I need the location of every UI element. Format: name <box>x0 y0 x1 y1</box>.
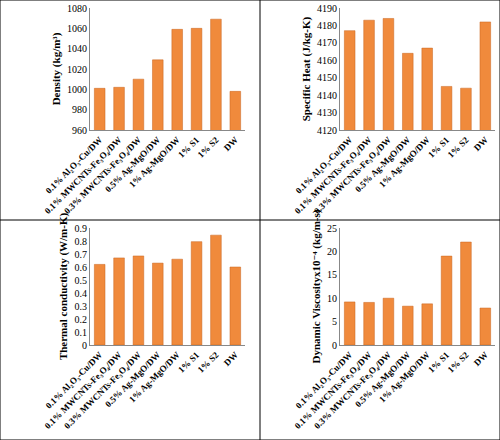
svg-text:0.5% Ag-MgO/DW: 0.5% Ag-MgO/DW <box>353 135 412 194</box>
svg-text:0.3% MWCNTs-Fe₃O₄/DW: 0.3% MWCNTs-Fe₃O₄/DW <box>62 350 143 431</box>
svg-text:0.3% MWCNTs-Fe₃O₄/DW: 0.3% MWCNTs-Fe₃O₄/DW <box>312 135 393 216</box>
svg-text:980: 980 <box>72 104 87 115</box>
svg-text:0: 0 <box>82 340 87 351</box>
svg-text:0.1% MWCNTs-Fe₃O₄/DW: 0.1% MWCNTs-Fe₃O₄/DW <box>43 350 124 431</box>
svg-text:0.1% Al₂O₃-Cu/DW: 0.1% Al₂O₃-Cu/DW <box>294 350 355 411</box>
svg-text:1% Ag-MgO/DW: 1% Ag-MgO/DW <box>377 135 432 190</box>
svg-text:5: 5 <box>332 316 337 327</box>
svg-text:1% S2: 1% S2 <box>446 349 471 374</box>
svg-text:0.8: 0.8 <box>75 236 88 247</box>
svg-text:0.7: 0.7 <box>75 249 88 260</box>
svg-text:960: 960 <box>72 125 87 136</box>
svg-text:DW: DW <box>472 135 490 153</box>
svg-text:0.5: 0.5 <box>75 275 88 286</box>
svg-text:1000: 1000 <box>67 84 87 95</box>
svg-text:1% S1: 1% S1 <box>176 349 201 374</box>
svg-text:1% S2: 1% S2 <box>196 349 221 374</box>
svg-text:0.1% Al₂O₃-Cu/DW: 0.1% Al₂O₃-Cu/DW <box>44 350 105 411</box>
svg-text:Thermal conductivity (W/m-K): Thermal conductivity (W/m-K) <box>57 213 70 361</box>
svg-text:0.9: 0.9 <box>75 223 88 234</box>
svg-text:10: 10 <box>327 293 337 304</box>
svg-text:0.2: 0.2 <box>75 314 88 325</box>
svg-text:20: 20 <box>327 246 337 257</box>
svg-text:1060: 1060 <box>67 23 87 34</box>
svg-text:1% Ag-MgO/DW: 1% Ag-MgO/DW <box>377 350 432 405</box>
svg-text:1% S1: 1% S1 <box>176 134 201 159</box>
svg-text:0.6: 0.6 <box>75 262 88 273</box>
svg-text:0.1% MWCNTs-Fe₃O₄/DW: 0.1% MWCNTs-Fe₃O₄/DW <box>293 135 374 216</box>
svg-text:0.1% MWCNTs-Fe₃O₄/DW: 0.1% MWCNTs-Fe₃O₄/DW <box>293 350 374 431</box>
svg-text:Dynamic Viscosityx10⁻⁴ (kg/m-s: Dynamic Viscosityx10⁻⁴ (kg/m-s) <box>310 209 323 363</box>
svg-text:0.3% MWCNTs-Fe₃O₄/DW: 0.3% MWCNTs-Fe₃O₄/DW <box>62 135 143 216</box>
svg-text:4190: 4190 <box>317 3 337 14</box>
svg-text:4120: 4120 <box>317 125 337 136</box>
svg-text:DW: DW <box>222 350 240 368</box>
svg-text:0.3% MWCNTs-Fe₃O₄/DW: 0.3% MWCNTs-Fe₃O₄/DW <box>312 350 393 431</box>
svg-text:Density (kg/m³): Density (kg/m³) <box>50 32 63 105</box>
svg-text:0.1% Al₂O₃-Cu/DW: 0.1% Al₂O₃-Cu/DW <box>44 135 105 196</box>
svg-text:1080: 1080 <box>67 3 87 14</box>
svg-text:0.1% MWCNTs-Fe₃O₄/DW: 0.1% MWCNTs-Fe₃O₄/DW <box>43 135 124 216</box>
svg-text:25: 25 <box>327 223 337 234</box>
svg-text:0.3: 0.3 <box>75 301 88 312</box>
svg-text:4160: 4160 <box>317 55 337 66</box>
svg-text:15: 15 <box>327 269 337 280</box>
svg-text:0.5% Ag-MgO/DW: 0.5% Ag-MgO/DW <box>353 350 412 409</box>
svg-text:0.1: 0.1 <box>75 327 88 338</box>
svg-text:1% Ag-MgO/DW: 1% Ag-MgO/DW <box>127 135 182 190</box>
svg-text:0.1% Al₂O₃-Cu/DW: 0.1% Al₂O₃-Cu/DW <box>294 135 355 196</box>
svg-text:1% S2: 1% S2 <box>196 134 221 159</box>
svg-text:DW: DW <box>472 350 490 368</box>
svg-text:0.5% Ag-MgO/DW: 0.5% Ag-MgO/DW <box>103 135 162 194</box>
svg-text:1020: 1020 <box>67 64 87 75</box>
svg-text:0.5% Ag-MgO/DW: 0.5% Ag-MgO/DW <box>103 350 162 409</box>
svg-text:0: 0 <box>332 340 337 351</box>
svg-text:DW: DW <box>222 135 240 153</box>
svg-text:Specific Heat (J/kg-K): Specific Heat (J/kg-K) <box>300 16 313 121</box>
svg-text:4140: 4140 <box>317 90 337 101</box>
svg-text:4170: 4170 <box>317 37 337 48</box>
svg-text:4180: 4180 <box>317 20 337 31</box>
svg-text:1040: 1040 <box>67 43 87 54</box>
svg-text:1% S1: 1% S1 <box>426 349 451 374</box>
svg-text:1% S2: 1% S2 <box>446 134 471 159</box>
svg-text:4130: 4130 <box>317 107 337 118</box>
svg-text:1% S1: 1% S1 <box>426 134 451 159</box>
svg-text:4150: 4150 <box>317 72 337 83</box>
svg-text:0.4: 0.4 <box>75 288 88 299</box>
svg-text:1% Ag-MgO/DW: 1% Ag-MgO/DW <box>127 350 182 405</box>
